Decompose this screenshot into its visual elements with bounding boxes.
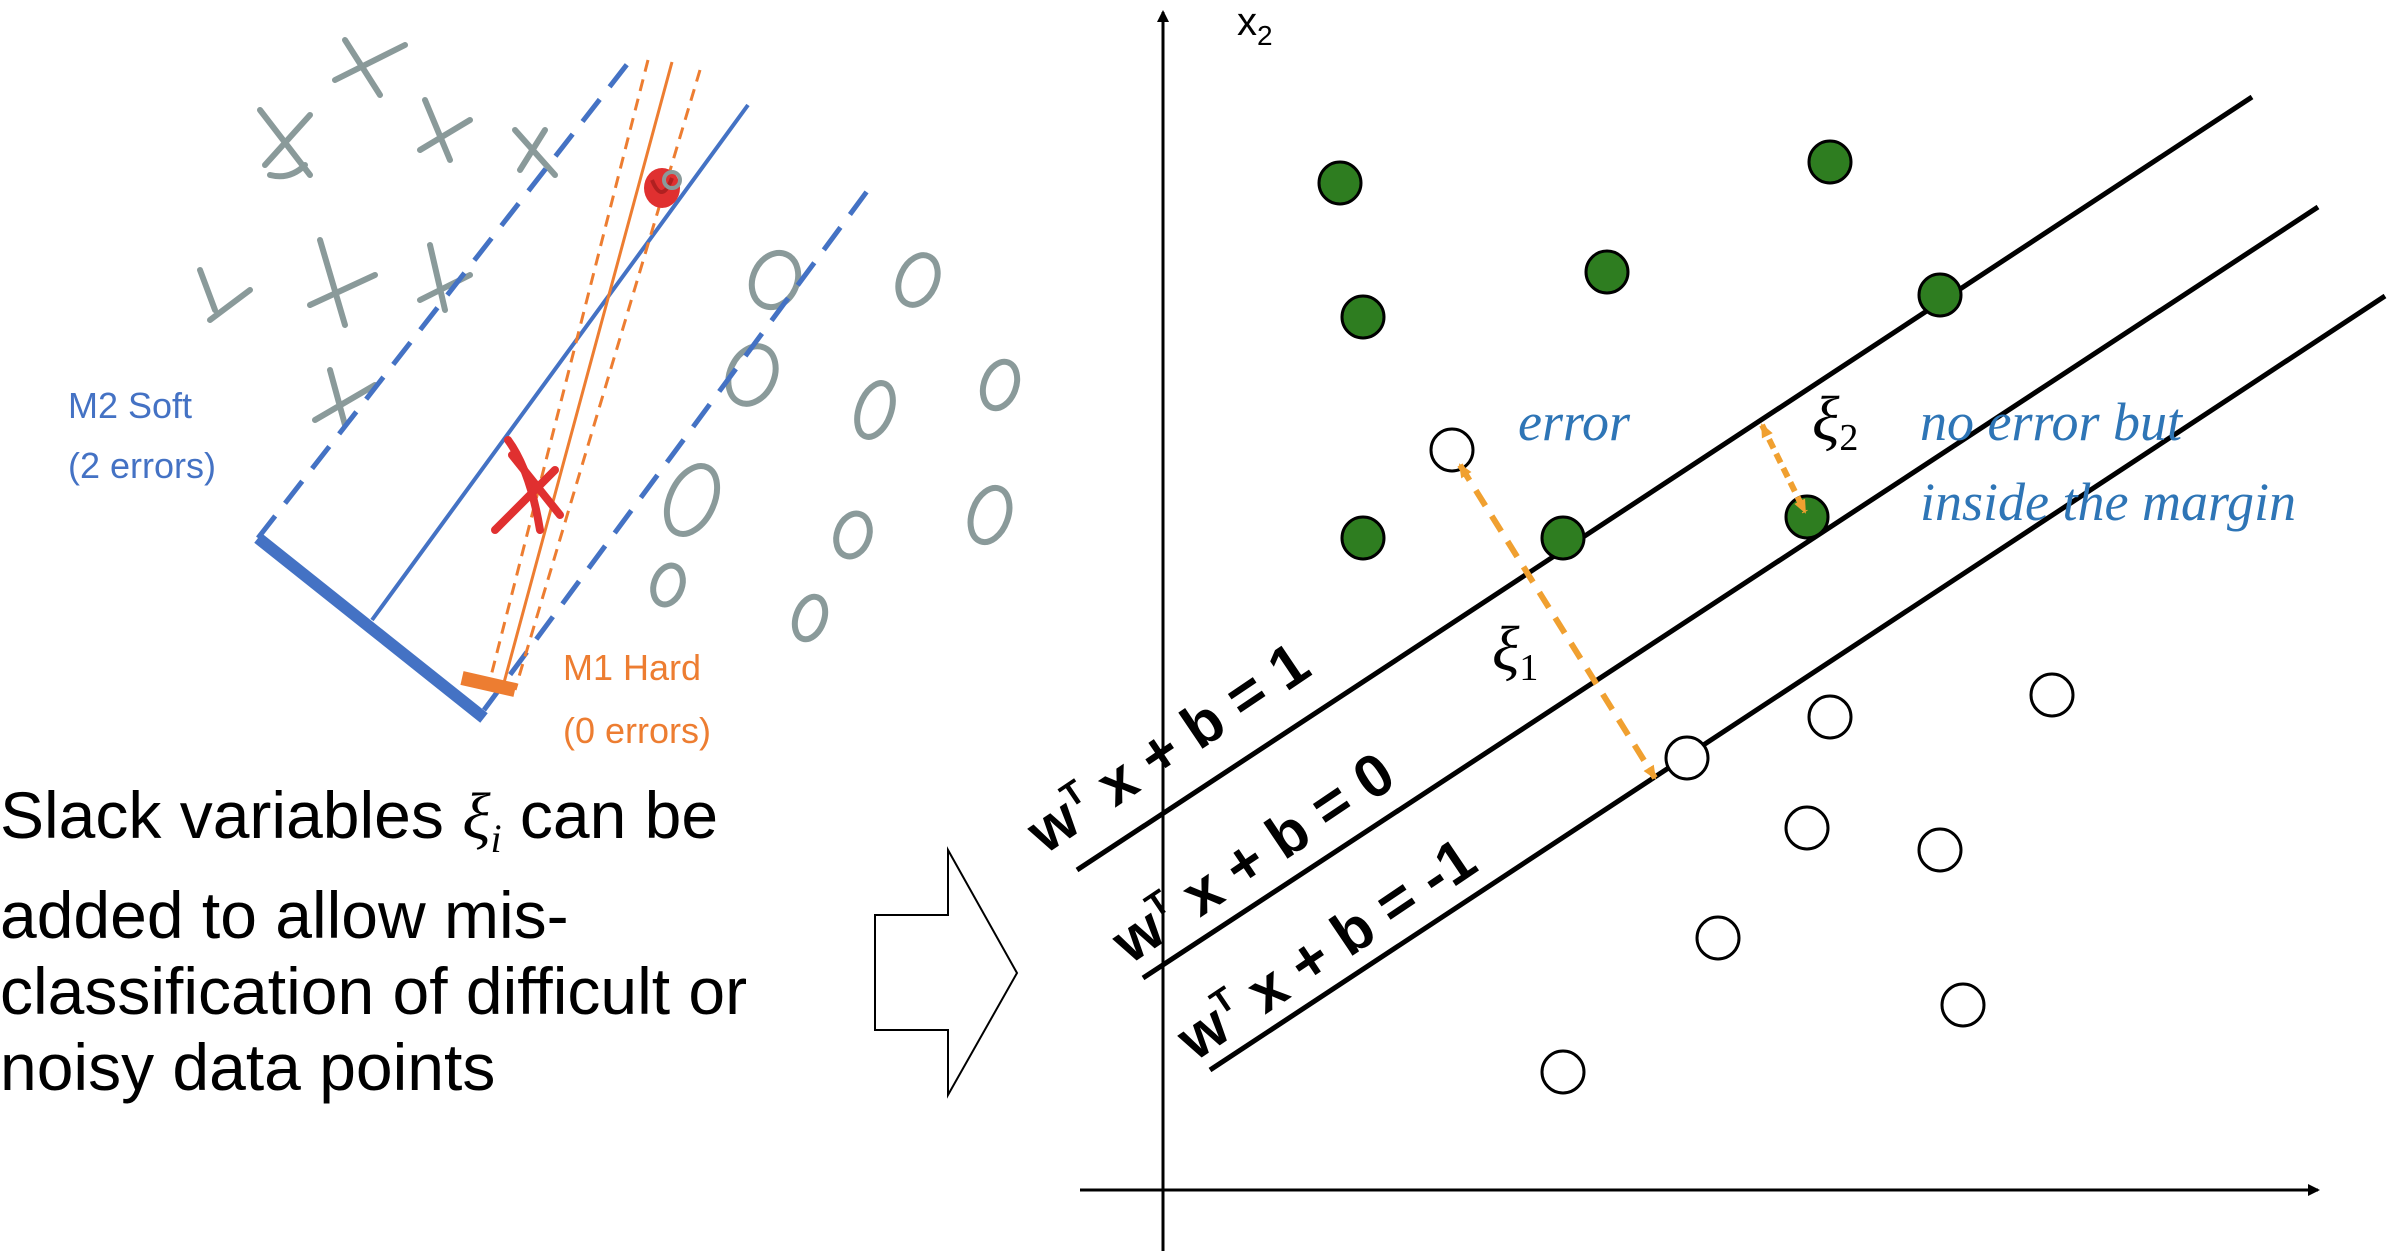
x-marks [197,37,558,428]
body-text-line4: noisy data points [0,1030,496,1105]
xi1-label: ξ1 [1492,613,1538,689]
green-point [1540,515,1586,561]
m1-label-line1: M1 Hard [563,647,701,688]
m1-label-line2: (0 errors) [563,710,711,751]
o-mark [791,593,829,643]
white-point [1807,694,1853,740]
m1-boundary [500,61,674,691]
body-text-line1: Slack variables ξi can be [0,778,719,862]
white-point [1540,1049,1586,1095]
o-marks [650,249,1021,643]
o-mark [833,510,873,560]
svm-chart: x2 [1014,0,2387,1251]
body-text-line3: classification of difficult or [0,954,748,1029]
o-mark [748,249,802,311]
margin-note-line2: inside the margin [1920,472,2296,532]
x-mark [332,37,408,98]
m1-margin-bar [460,671,517,697]
white-point [1940,982,1986,1028]
m2-margin-bar [254,533,488,723]
white-point [1784,805,1830,851]
green-point [1917,272,1963,318]
green-points [1317,139,1963,561]
xi-symbol: ξi [462,780,502,862]
white-point [1917,827,1963,873]
green-point [1584,249,1630,295]
x-mark [257,107,313,180]
x-mark [197,267,253,323]
white-point [1429,427,1475,473]
x-mark [417,97,473,163]
slack-explanation-text: Slack variables ξi can be added to allow… [0,777,860,1105]
x-mark [312,367,378,428]
body-text-line2: added to allow mis- [0,878,569,953]
error-note: error [1518,392,1631,452]
o-mark [895,252,941,308]
margin-note-line1: no error but [1920,392,2184,452]
hyperplane-zero [1141,204,2320,981]
o-mark [979,358,1021,412]
green-point [1784,494,1830,540]
white-points [1429,427,2075,1095]
green-point [1807,139,1853,185]
xi2-label: ξ2 [1812,383,1858,459]
m2-boundary [370,103,750,622]
green-point [1340,294,1386,340]
gray-point-under-red [662,170,682,190]
m2-label-line2: (2 errors) [68,445,216,486]
o-mark [650,562,686,608]
o-mark [967,484,1013,546]
hyperplane-plus-one [1075,94,2254,873]
red-x-mark [491,436,564,534]
m2-margin-upper [256,56,634,540]
green-point [1340,515,1386,561]
white-point [1664,735,1710,781]
m1-margin-left [488,59,650,681]
o-mark [663,463,721,537]
m2-label-line1: M2 Soft [68,385,192,426]
green-point [1317,160,1363,206]
x-mark [512,127,558,178]
left-sketch: M2 Soft (2 errors) M1 Hard (0 errors) [68,37,1021,751]
o-mark [725,343,779,407]
white-point [2029,672,2075,718]
slack-arrow-xi1 [1457,463,1658,780]
x-mark [307,237,378,328]
o-mark [854,380,896,440]
white-point [1695,915,1741,961]
slack-arrow-xi2 [1759,423,1808,514]
red-highlighted-point-scribble [650,177,674,194]
m2-margin-lower [481,188,871,712]
right-arrow-icon [874,846,1019,1099]
y-axis-label: x2 [1237,0,1273,51]
hyperplane-minus-one [1208,293,2387,1073]
